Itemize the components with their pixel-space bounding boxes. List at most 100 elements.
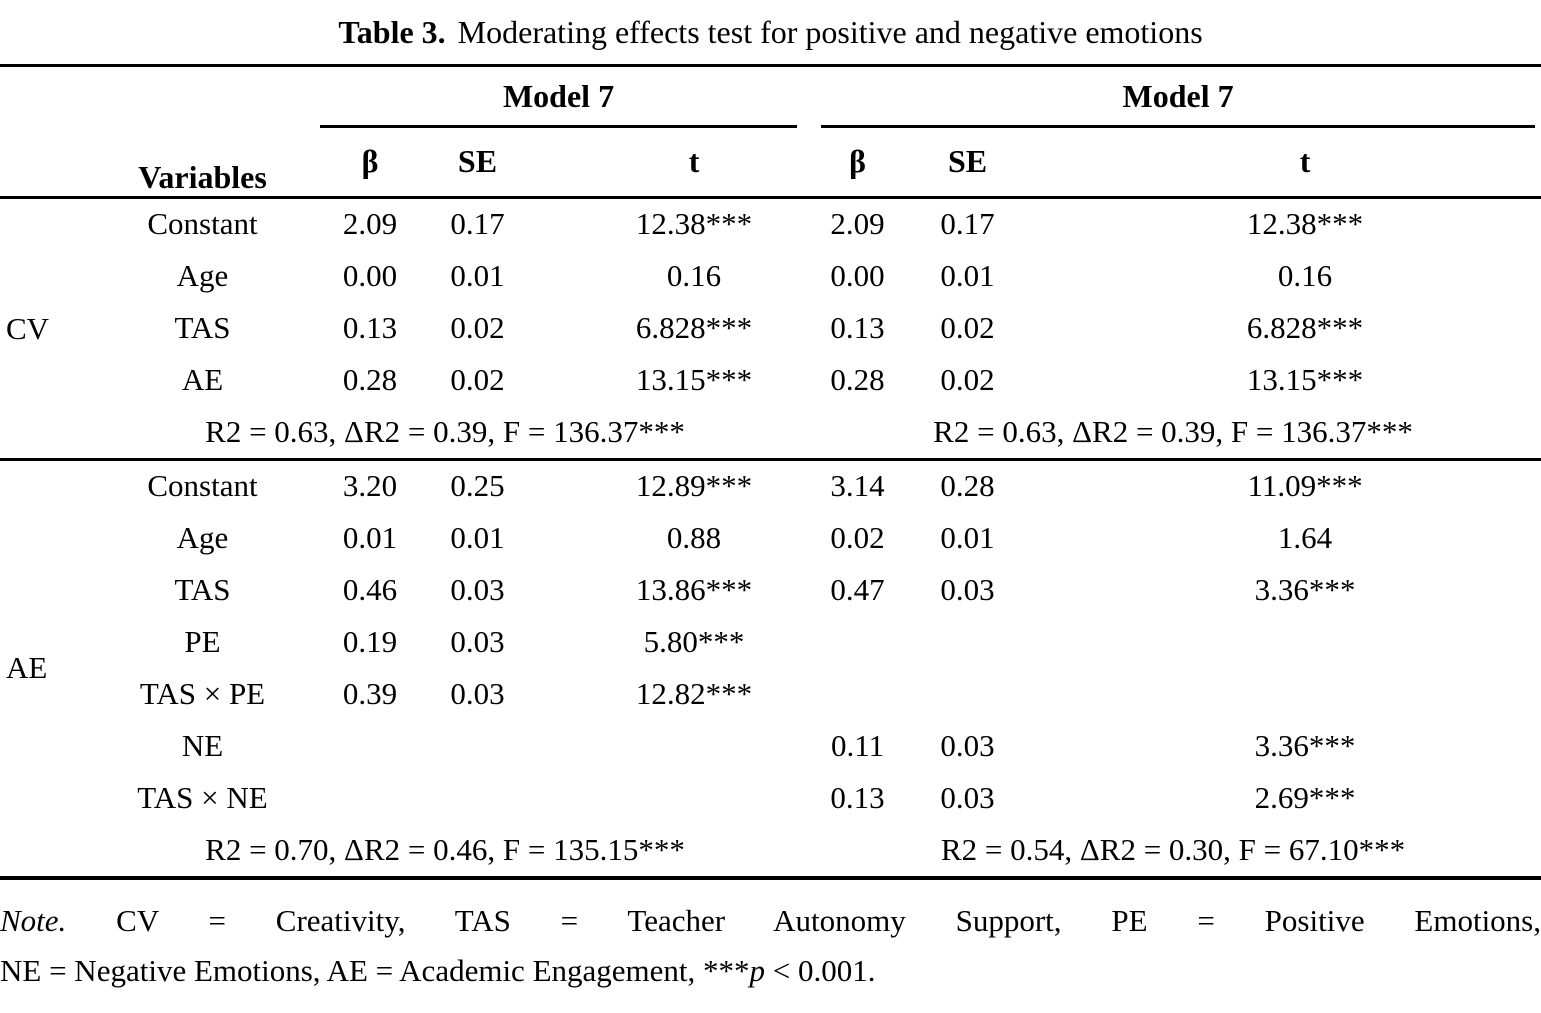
beta-cell: [805, 616, 910, 668]
beta-cell: 3.20: [342, 468, 398, 504]
se-cell: 0.01: [940, 519, 995, 555]
table-row: AE Constant 3.20 0.25 12.89*** 3.14 0.28…: [0, 459, 1541, 880]
beta-cell: 0.28: [830, 361, 885, 397]
model-spanner-left-label: Model 7: [320, 78, 798, 128]
group-label-ae: AE: [0, 459, 85, 880]
t-cell: 0.16: [1277, 257, 1333, 293]
beta-header: β: [805, 127, 911, 199]
se-cell: 0.03: [940, 571, 995, 607]
beta-cell: 0.00: [830, 257, 885, 293]
model-summary-left: R2 = 0.63, ΔR2 = 0.39, F = 136.37***: [85, 405, 806, 461]
t-header: t: [535, 127, 806, 199]
table-title: Table 3. Moderating effects test for pos…: [0, 0, 1541, 64]
summary-row: R2 = 0.70, ΔR2 = 0.46, F = 135.15*** R2 …: [0, 823, 1541, 880]
beta-cell: 0.01: [342, 519, 398, 555]
beta-cell: 0.13: [830, 779, 885, 815]
se-cell: 0.03: [940, 727, 995, 763]
beta-cell: 2.09: [830, 206, 885, 242]
table-row: CV Constant 2.09 0.17 12.38*** 2.09 0.17…: [0, 197, 1541, 461]
beta-cell: 3.14: [830, 468, 885, 504]
t-cell: 1.64: [1277, 519, 1333, 555]
model-spanner-right-label: Model 7: [821, 78, 1536, 128]
variable-cell: TAS × PE: [139, 675, 266, 711]
t-cell: 12.82***: [635, 675, 753, 711]
table-row: PE 0.19 0.03 5.80***: [0, 616, 1541, 668]
se-cell: [420, 720, 535, 772]
se-cell: 0.17: [450, 206, 505, 242]
variable-cell: PE: [184, 623, 221, 659]
beta-cell: [805, 668, 910, 720]
beta-cell: 0.19: [342, 623, 398, 659]
t-cell: 13.86***: [635, 571, 753, 607]
t-cell: [535, 772, 805, 824]
beta-cell: 0.47: [830, 571, 885, 607]
t-cell: 11.09***: [1247, 468, 1363, 504]
table-row: NE 0.11 0.03 3.36***: [0, 720, 1541, 772]
note-text-1: CV = Creativity, TAS = Teacher Autonomy …: [66, 902, 1541, 938]
t-cell: 0.88: [666, 519, 722, 555]
beta-cell: 0.13: [830, 309, 885, 345]
model-summary-left: R2 = 0.70, ΔR2 = 0.46, F = 135.15***: [85, 823, 806, 880]
table-row: TAS 0.13 0.02 6.828*** 0.13 0.02 6.828**…: [0, 302, 1541, 354]
t-cell: 3.36***: [1254, 727, 1356, 763]
variable-cell: Age: [176, 257, 229, 293]
se-cell: 0.03: [450, 623, 505, 659]
se-cell: [910, 668, 1025, 720]
variables-header: Variables: [85, 65, 320, 199]
model-spanner-left: Model 7: [320, 66, 805, 128]
t-cell: [535, 720, 805, 772]
se-cell: 0.01: [450, 257, 505, 293]
model-summary-right: R2 = 0.63, ΔR2 = 0.39, F = 136.37***: [805, 405, 1541, 461]
t-cell: 13.15***: [1246, 361, 1364, 397]
beta-cell: [320, 720, 420, 772]
variable-cell: Constant: [147, 468, 258, 504]
group-label-cv: CV: [0, 197, 85, 461]
se-cell: 0.02: [450, 361, 505, 397]
t-cell: 2.69***: [1254, 779, 1356, 815]
t-cell: [1025, 616, 1541, 668]
note-p-symbol: p: [749, 952, 766, 988]
summary-row: R2 = 0.63, ΔR2 = 0.39, F = 136.37*** R2 …: [0, 405, 1541, 461]
note-text-3: < 0.001.: [765, 952, 876, 988]
beta-cell: 2.09: [342, 206, 398, 242]
variable-cell: AE: [181, 361, 224, 397]
variable-cell: TAS: [174, 309, 231, 345]
beta-cell: 0.13: [342, 309, 398, 345]
note-label: Note.: [0, 902, 67, 938]
t-cell: 12.38***: [1246, 206, 1364, 242]
t-cell: 6.828***: [1246, 309, 1364, 345]
t-cell: 5.80***: [643, 623, 745, 659]
beta-cell: 0.02: [830, 519, 885, 555]
variable-cell: TAS × NE: [137, 779, 268, 815]
beta-header: β: [320, 127, 420, 199]
se-cell: 0.25: [450, 468, 505, 504]
se-cell: 0.03: [450, 571, 505, 607]
beta-cell: 0.28: [342, 361, 398, 397]
t-cell: 0.16: [666, 257, 722, 293]
note-line-2: NE = Negative Emotions, AE = Academic En…: [0, 946, 1541, 996]
se-cell: 0.02: [940, 309, 995, 345]
t-cell: 3.36***: [1254, 571, 1356, 607]
se-cell: 0.01: [940, 257, 995, 293]
model-header-row: Variables Model 7 Model 7: [0, 65, 1541, 199]
se-cell: 0.01: [450, 519, 505, 555]
table-row: TAS × PE 0.39 0.03 12.82***: [0, 668, 1541, 720]
se-cell: 0.03: [940, 779, 995, 815]
table-title-text: Moderating effects test for positive and…: [457, 13, 1203, 50]
t-cell: 13.15***: [635, 361, 753, 397]
t-cell: 6.828***: [635, 309, 753, 345]
se-cell: 0.02: [450, 309, 505, 345]
t-cell: [1025, 668, 1541, 720]
table-title-label: Table 3.: [338, 13, 446, 50]
table-row: AE 0.28 0.02 13.15*** 0.28 0.02 13.15***: [0, 354, 1541, 406]
note-line-1: Note. CV = Creativity, TAS = Teacher Aut…: [0, 896, 1541, 946]
se-cell: [910, 616, 1025, 668]
beta-cell: 0.00: [342, 257, 398, 293]
table-row: Age 0.00 0.01 0.16 0.00 0.01 0.16: [0, 250, 1541, 302]
se-cell: [420, 772, 535, 824]
table-row: TAS 0.46 0.03 13.86*** 0.47 0.03 3.36***: [0, 564, 1541, 616]
beta-cell: 0.11: [830, 727, 885, 763]
variable-cell: Constant: [147, 206, 258, 242]
variable-cell: Age: [176, 519, 229, 555]
